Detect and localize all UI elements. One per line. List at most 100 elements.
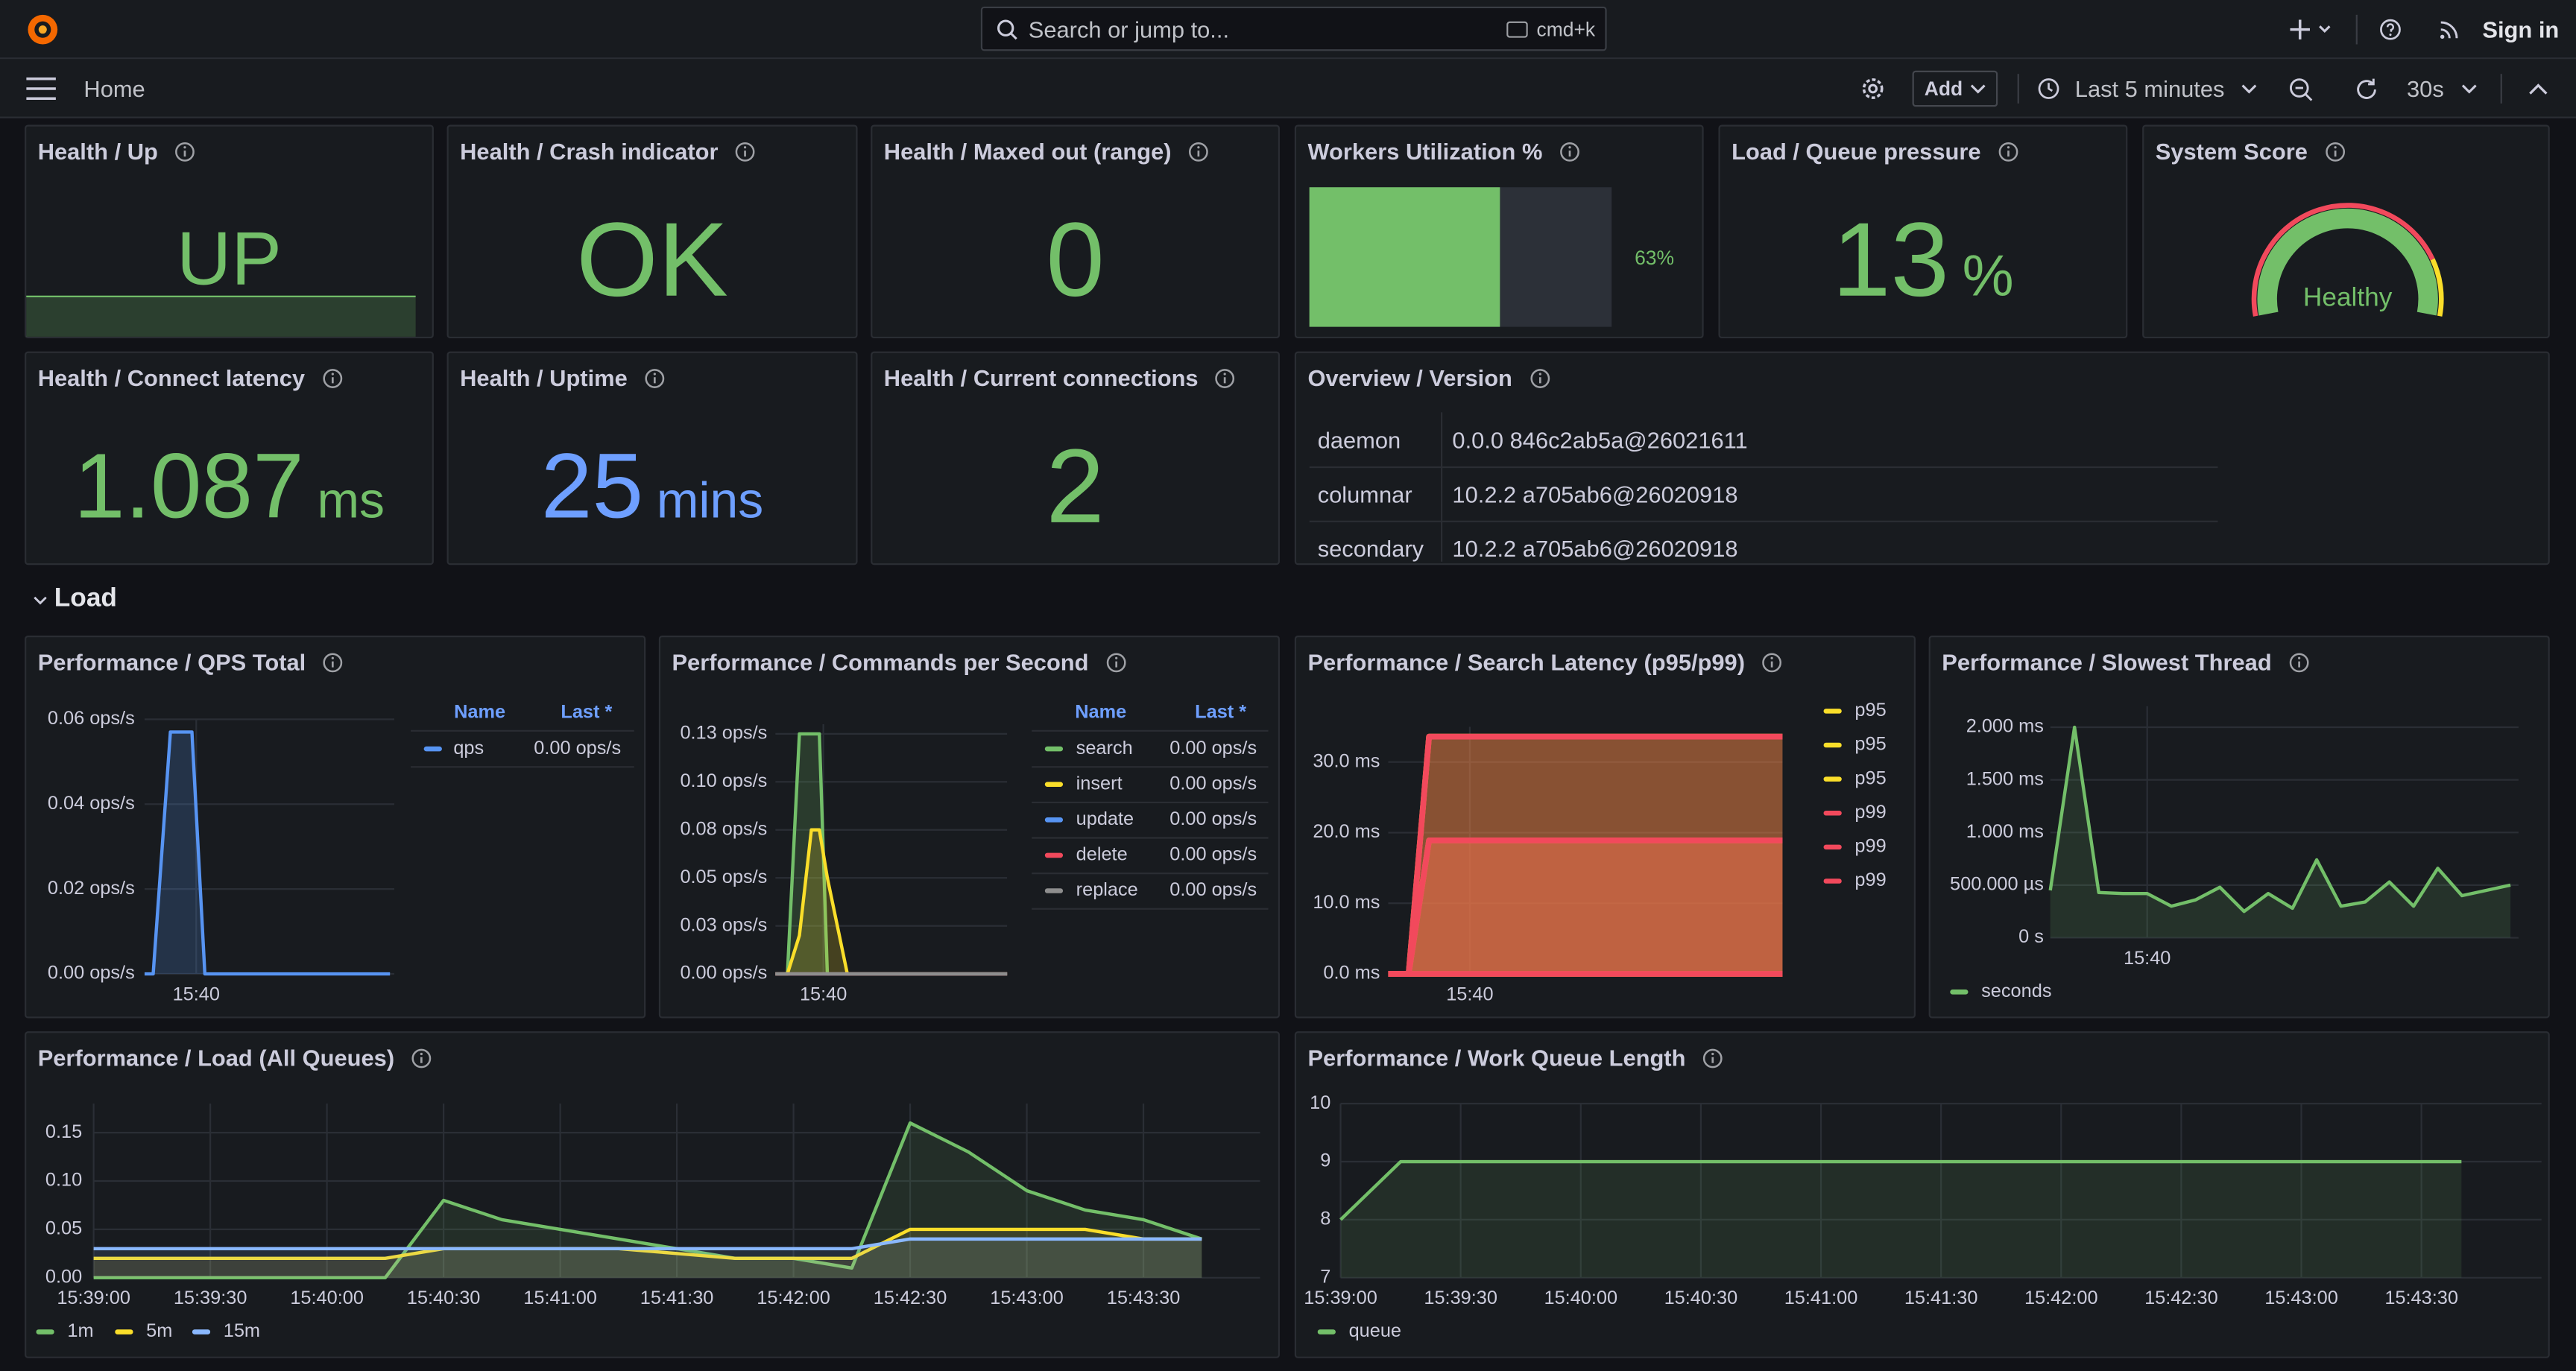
clock-icon [2038, 78, 2059, 99]
table-viewport: daemon 0.0.0 846c2ab5a@26021611 columnar 10… [1309, 412, 2218, 562]
stat-number: 13 [1832, 200, 1950, 318]
table-row: daemon 0.0.0 846c2ab5a@26021611 [1309, 412, 2218, 469]
breadcrumb[interactable]: Home [83, 75, 145, 102]
panel-header: Health / Up [38, 138, 196, 164]
time-picker[interactable]: Last 5 minutes [2037, 71, 2257, 107]
info-icon [1189, 141, 1208, 161]
info-dot [420, 1051, 423, 1054]
zoom-out-button[interactable] [2288, 77, 2313, 102]
search-icon [997, 19, 1017, 39]
info-icon [1559, 141, 1579, 161]
add-button[interactable]: Add [1912, 70, 1998, 107]
help-button[interactable] [2379, 18, 2402, 41]
panel-title: System Score [2155, 138, 2308, 165]
stat-value: OK [449, 197, 856, 323]
info-ring [645, 368, 665, 387]
info-dot [2333, 145, 2336, 148]
collapse-button[interactable] [2528, 82, 2548, 95]
table-cell: 10.2.2 a705ab6@26020918 [1452, 481, 1738, 508]
chevron [2241, 84, 2257, 94]
panel-title: Load / Queue pressure [1731, 138, 1981, 165]
info-icon [322, 368, 342, 387]
info-icon [645, 368, 665, 387]
refresh-picker[interactable]: 30s [2407, 71, 2477, 107]
info-icon [2289, 652, 2308, 672]
panel-header: Performance / Slowest Thread [1942, 649, 2309, 675]
keyboard-icon [1506, 20, 1529, 37]
info-dot [331, 656, 335, 659]
panel-header: Performance / Commands per Second [672, 649, 1126, 675]
table-cell: 10.2.2 a705ab6@26020918 [1452, 535, 1738, 562]
info-icon [175, 141, 195, 161]
table-cell: secondary [1317, 535, 1424, 562]
panel-title: Health / Crash indicator [460, 138, 719, 165]
new-button[interactable] [2288, 18, 2337, 41]
info-dot [2007, 145, 2010, 148]
panel-title: Performance / QPS Total [37, 648, 306, 675]
top-bar: Search or jump to... cmd+k Sign in [0, 0, 2576, 60]
bar-track [1309, 187, 1612, 327]
panel: Performance / Search Latency (p95/p99) [1294, 635, 1916, 1019]
panel-header: Health / Current connections [884, 364, 1236, 391]
search-box[interactable]: Search or jump to... cmd+k [980, 6, 1607, 51]
panel-header: Health / Uptime [460, 364, 665, 391]
panel: Performance / Commands per Second [658, 635, 1280, 1019]
stat-number: UP [177, 215, 282, 302]
info-dot [330, 372, 334, 375]
sparkline [26, 295, 416, 337]
settings-button[interactable] [1860, 75, 1886, 101]
sign-in[interactable]: Sign in [2482, 16, 2560, 43]
panel-title: Health / Up [37, 138, 158, 165]
stat-value: 0 [872, 197, 1278, 323]
bar-fill [1309, 187, 1500, 327]
refresh-button[interactable] [2354, 77, 2378, 102]
panel-title: Health / Uptime [460, 364, 628, 391]
panel-title: Performance / Load (All Queues) [37, 1044, 395, 1071]
stat-value: 1.087 ms [26, 431, 432, 541]
toolbar: Home Add Last 5 minutes 30s [0, 59, 2576, 118]
gauge-arc [2257, 208, 2438, 316]
panel: Performance / Slowest Thread [1928, 635, 2550, 1019]
chevron [1970, 84, 1985, 94]
logo[interactable] [23, 10, 63, 49]
info-ring [323, 652, 343, 672]
stat-unit: ms [317, 472, 385, 530]
panel: Health / Crash indicator OK [446, 124, 858, 339]
info-dot [653, 372, 656, 375]
news-button[interactable] [2438, 18, 2461, 41]
menu-button[interactable] [26, 77, 56, 101]
info-icon [1530, 368, 1550, 387]
info-icon [411, 1048, 432, 1068]
info-icon [736, 141, 755, 161]
panel-header: Performance / Work Queue Length [1307, 1045, 1723, 1071]
info-ring [2289, 652, 2308, 672]
row-header[interactable]: Load [33, 583, 117, 615]
panel: Health / Maxed out (range) 0 [871, 124, 1280, 339]
stat-value: UP [26, 214, 432, 305]
panel-header: Health / Maxed out (range) [884, 138, 1209, 164]
table-row: columnar 10.2.2 a705ab6@26020918 [1309, 466, 2218, 522]
stat-value: 13% [1720, 197, 2126, 323]
divider [2017, 74, 2019, 104]
info-icon [1216, 368, 1235, 387]
panel-header: Performance / Search Latency (p95/p99) [1307, 649, 1782, 675]
panel: Workers Utilization % 63% [1294, 124, 1704, 339]
info-ring [2325, 141, 2345, 161]
panel: Health / Uptime 25 mins [446, 351, 858, 566]
info-ring [1559, 141, 1579, 161]
info-ring [1189, 141, 1208, 161]
column-divider [1440, 466, 1443, 521]
info-ring [1216, 368, 1235, 387]
info-dot [1114, 656, 1117, 659]
panel: System Score Healthy [2142, 124, 2550, 339]
row-title: Load [54, 584, 117, 613]
stat-value: 2 [872, 423, 1278, 549]
search-shortcut: cmd+k [1536, 17, 1596, 41]
info-icon [1105, 652, 1126, 672]
gauge-threshold [2430, 258, 2444, 317]
panel: Health / Connect latency 1.087 ms [25, 351, 434, 566]
panel-title: Performance / Search Latency (p95/p99) [1307, 648, 1745, 675]
refresh-interval: 30s [2407, 75, 2444, 102]
panel-title: Overview / Version [1307, 364, 1512, 391]
